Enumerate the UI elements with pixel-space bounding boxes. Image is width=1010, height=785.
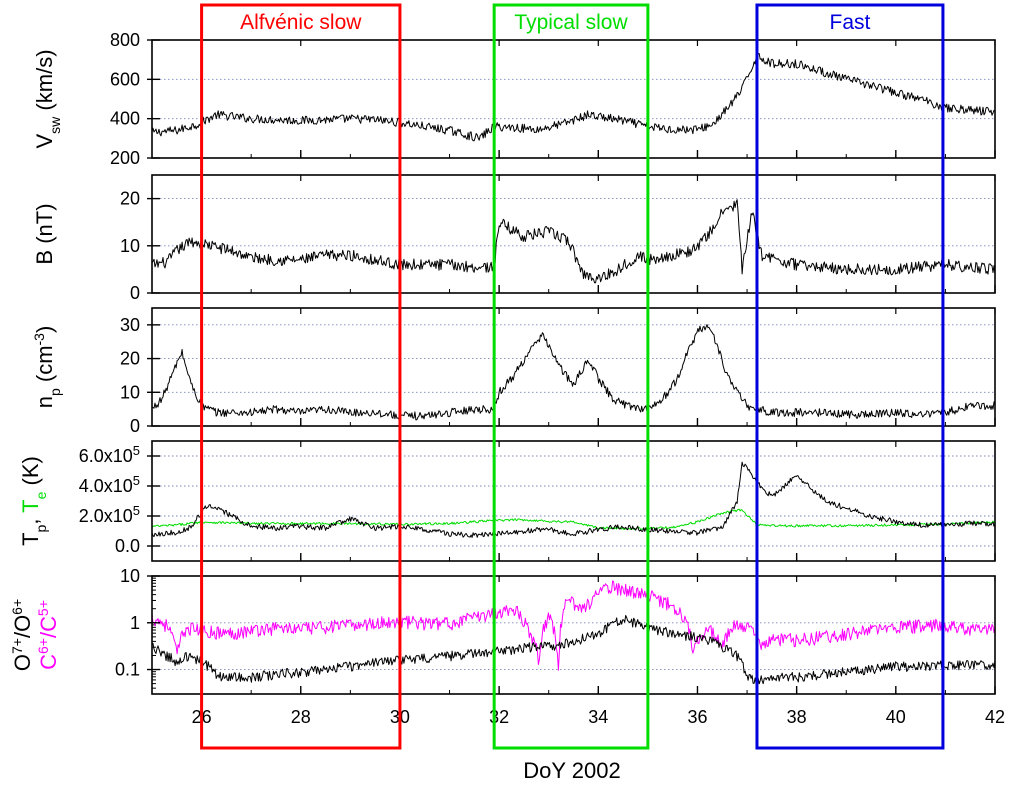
panel-vsw: 200 400 600 800 Vsw (km/s) <box>32 30 996 168</box>
panel-temp: 0.0 2.0x105 4.0x105 6.0x105 Tp, Te (K) <box>18 440 996 562</box>
y-axis-label: O7+/O6+ <box>9 599 35 671</box>
interval-label: Alfvénic slow <box>240 11 362 34</box>
y-axis-label: np (cm-3) <box>31 326 63 409</box>
series-line <box>152 324 996 421</box>
interval-label: Fast <box>830 11 871 34</box>
interval-rect <box>755 3 945 750</box>
series-line <box>151 461 996 538</box>
x-tick-label: 38 <box>787 707 807 727</box>
y-tick-label: 4.0x105 <box>79 473 140 497</box>
series-line <box>151 508 995 531</box>
series-line <box>151 53 996 142</box>
panels: 200 400 600 800 Vsw (km/s) 0 10 20 B (nT) 0 10 20 30… <box>9 30 1005 727</box>
interval-box-1: Typical slow <box>492 3 650 750</box>
x-axis-label: DoY 2002 <box>523 758 620 783</box>
y-tick-label: 6.0x105 <box>79 443 140 467</box>
x-tick-label: 36 <box>687 707 707 727</box>
x-tick-label: 32 <box>489 707 509 727</box>
y-tick-label: 0.1 <box>115 660 140 680</box>
x-tick-label: 40 <box>886 707 906 727</box>
y-tick-label: 20 <box>120 189 140 209</box>
y-tick-label: 400 <box>110 109 140 129</box>
interval-rect <box>492 3 650 750</box>
y-tick-label: 10 <box>120 566 140 586</box>
y-tick-label: 0 <box>130 283 140 303</box>
y-tick-label: 10 <box>120 236 140 256</box>
series-line <box>151 199 996 284</box>
panel-frame <box>151 440 996 562</box>
y-axis-label-secondary: C6+/C5+ <box>35 600 61 670</box>
panel-frame <box>151 575 996 695</box>
x-tick-label: 28 <box>291 707 311 727</box>
y-tick-label: 600 <box>110 69 140 89</box>
y-tick-label: 0.0 <box>115 536 140 556</box>
series-line <box>151 580 996 671</box>
y-tick-label: 1 <box>130 613 140 633</box>
panel-frame <box>151 174 996 294</box>
panel-b: 0 10 20 B (nT) <box>32 174 996 303</box>
y-axis-label: B (nT) <box>32 203 57 264</box>
x-tick-label: 34 <box>588 707 608 727</box>
interval-rect <box>200 3 402 750</box>
interval-boxes: Alfvénic slow Typical slow Fast <box>200 3 945 750</box>
y-axis-label: Tp, Te (K) <box>18 456 49 546</box>
x-tick-label: 42 <box>985 707 1005 727</box>
panel-frame <box>151 39 996 159</box>
interval-label: Typical slow <box>514 11 628 34</box>
y-axis-label: Vsw (km/s) <box>32 49 63 148</box>
interval-box-2: Fast <box>755 3 945 750</box>
y-tick-label: 800 <box>110 30 140 50</box>
y-tick-label: 200 <box>110 148 140 168</box>
panel-np: 0 10 20 30 np (cm-3) <box>31 307 996 436</box>
y-tick-label: 0 <box>130 416 140 436</box>
y-tick-label: 2.0x105 <box>79 503 140 527</box>
y-tick-label: 30 <box>120 315 140 335</box>
interval-box-0: Alfvénic slow <box>200 3 402 750</box>
series-line <box>151 615 996 685</box>
y-tick-label: 10 <box>120 382 140 402</box>
y-tick-label: 20 <box>120 349 140 369</box>
panel-frame <box>151 307 996 427</box>
